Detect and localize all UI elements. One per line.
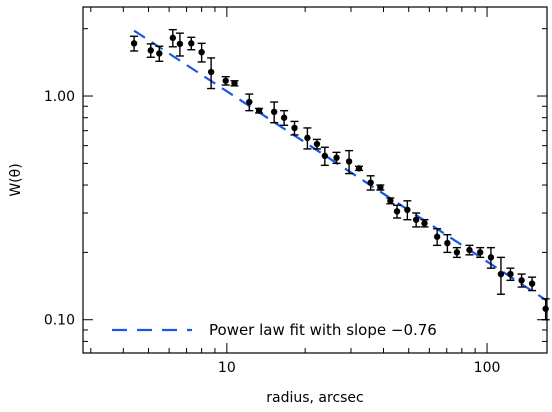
data-point — [280, 114, 288, 121]
data-point — [231, 80, 238, 87]
data-point — [412, 216, 420, 223]
y-axis-label: W(θ) — [8, 163, 24, 196]
data-point-group — [486, 246, 495, 269]
legend: Power law fit with slope −0.76 — [112, 321, 437, 339]
data-point-group — [312, 138, 321, 150]
data-point — [444, 239, 451, 247]
data-point — [404, 206, 411, 214]
data-point-group — [517, 273, 526, 288]
data-point-group — [496, 256, 505, 295]
data-point-group — [230, 80, 239, 87]
data-point-group — [465, 244, 474, 256]
data-point-group — [345, 149, 354, 175]
data-point — [433, 233, 441, 240]
data-point-group — [393, 204, 402, 219]
data-point-group — [420, 218, 429, 228]
data-point-group — [290, 120, 299, 136]
data-point — [207, 68, 215, 76]
data-point — [528, 280, 536, 287]
data-point-group — [476, 246, 485, 259]
data-point — [198, 48, 205, 56]
data-point — [188, 40, 195, 47]
data-point — [421, 220, 428, 227]
fit-line-layer — [133, 29, 547, 302]
x-axis-ticks — [90, 7, 488, 353]
data-point — [518, 277, 525, 284]
data-point — [156, 50, 163, 57]
y-axis-ticks — [83, 28, 547, 342]
data-point-group — [187, 36, 196, 51]
data-point-group — [255, 107, 264, 114]
data-point — [176, 40, 184, 48]
data-point — [304, 134, 311, 142]
data-point — [255, 107, 263, 114]
data-point — [466, 246, 473, 254]
y-tick-label: 0.10 — [44, 313, 75, 329]
data-point-group — [386, 197, 395, 205]
data-point-group — [175, 32, 184, 57]
data-point — [497, 270, 505, 278]
data-point — [345, 158, 353, 165]
data-point — [377, 184, 384, 191]
x-axis-label: radius, arcsec — [266, 390, 364, 406]
data-point-group — [354, 165, 363, 172]
legend-label: Power law fit with slope −0.76 — [209, 321, 437, 339]
data-point-group — [245, 93, 254, 112]
data-point-group — [303, 127, 312, 150]
data-points-layer — [130, 28, 550, 321]
x-tick-label: 10 — [218, 360, 236, 376]
data-point — [542, 305, 549, 312]
data-point-group — [528, 276, 537, 292]
data-point — [130, 40, 138, 47]
data-point-group — [221, 76, 230, 86]
data-point-group — [443, 233, 452, 254]
data-point — [476, 249, 484, 256]
data-point-group — [280, 109, 289, 126]
data-point-group — [541, 298, 550, 321]
data-point — [321, 152, 329, 160]
data-point-group — [320, 146, 329, 167]
data-point-group — [403, 200, 412, 221]
data-point-group — [168, 28, 177, 48]
power-law-fit-line — [133, 29, 547, 302]
data-point — [367, 179, 374, 186]
plot-frame — [82, 6, 548, 354]
data-point-group — [376, 184, 385, 191]
data-point — [246, 98, 253, 106]
data-point — [453, 249, 461, 256]
data-point — [355, 165, 363, 172]
data-point-group — [270, 101, 279, 124]
data-point-group — [155, 45, 164, 62]
y-tick-label: 1.00 — [44, 89, 75, 105]
x-tick-label: 100 — [474, 360, 501, 376]
data-point-group — [506, 267, 515, 282]
data-point — [169, 34, 177, 42]
data-point — [270, 108, 278, 116]
data-point-group — [207, 57, 216, 90]
data-point-group — [433, 228, 442, 247]
data-point — [291, 124, 298, 132]
data-point — [507, 270, 514, 278]
data-point-group — [452, 246, 461, 259]
data-point-group — [412, 212, 421, 228]
y-axis-tick-labels: 0.10 1.00 — [44, 89, 75, 329]
data-point-group — [332, 151, 341, 165]
x-axis-tick-labels: 10 100 — [218, 360, 500, 376]
data-point — [393, 208, 401, 215]
data-point — [147, 47, 154, 54]
data-point-group — [366, 175, 375, 191]
data-point — [487, 254, 495, 261]
data-point — [313, 140, 321, 148]
data-point-group — [146, 43, 155, 58]
data-point — [222, 77, 229, 84]
data-point — [387, 197, 394, 205]
data-point-group — [197, 42, 206, 63]
data-point — [333, 154, 340, 161]
data-point-group — [130, 35, 139, 52]
